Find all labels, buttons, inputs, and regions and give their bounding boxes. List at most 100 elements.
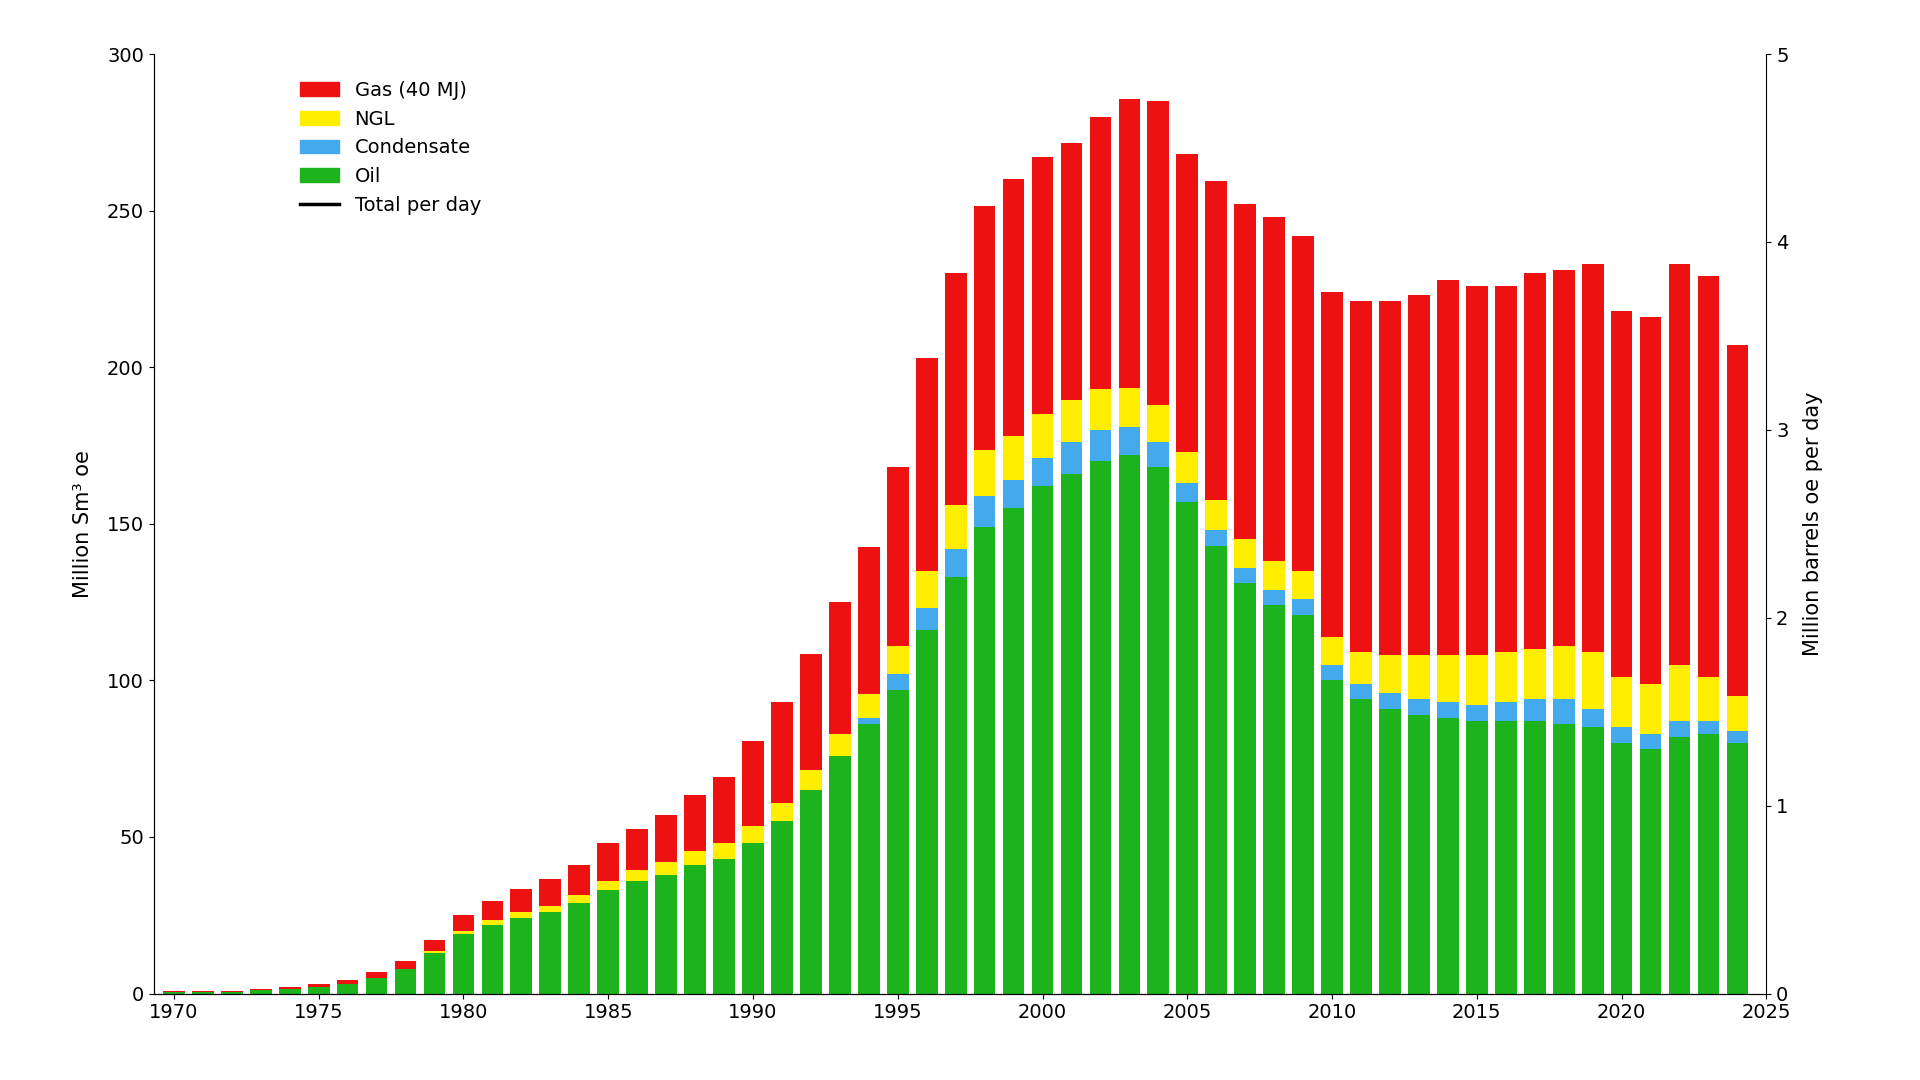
- Bar: [1263, 562, 1284, 590]
- Bar: [829, 603, 851, 733]
- Bar: [829, 733, 851, 756]
- Bar: [1668, 664, 1690, 721]
- Bar: [482, 924, 503, 994]
- Bar: [1553, 725, 1574, 994]
- Bar: [1524, 699, 1546, 721]
- Bar: [453, 916, 474, 931]
- Bar: [743, 843, 764, 994]
- Bar: [945, 273, 966, 505]
- Bar: [1177, 502, 1198, 994]
- Bar: [1031, 158, 1054, 414]
- Bar: [772, 821, 793, 994]
- Bar: [1524, 649, 1546, 699]
- Bar: [250, 990, 271, 994]
- Bar: [712, 778, 735, 843]
- Y-axis label: Million Sm³ oe: Million Sm³ oe: [73, 450, 92, 597]
- Bar: [1697, 276, 1718, 677]
- Bar: [511, 918, 532, 994]
- Bar: [1379, 693, 1402, 708]
- Bar: [743, 826, 764, 843]
- Bar: [1407, 295, 1430, 656]
- Bar: [1235, 540, 1256, 568]
- Bar: [1436, 702, 1459, 718]
- Bar: [916, 608, 937, 631]
- Bar: [1263, 590, 1284, 605]
- Bar: [540, 913, 561, 994]
- Bar: [365, 972, 388, 978]
- Bar: [1002, 179, 1025, 436]
- Bar: [1060, 474, 1083, 994]
- Bar: [250, 989, 271, 990]
- Bar: [1177, 483, 1198, 502]
- Bar: [1436, 280, 1459, 656]
- Bar: [568, 865, 589, 895]
- Bar: [221, 993, 242, 994]
- Bar: [365, 978, 388, 994]
- Bar: [1321, 292, 1342, 636]
- Bar: [1350, 652, 1373, 684]
- Bar: [597, 890, 618, 994]
- Bar: [1089, 461, 1112, 994]
- Bar: [858, 725, 879, 994]
- Bar: [1697, 721, 1718, 733]
- Bar: [801, 770, 822, 791]
- Bar: [568, 895, 589, 903]
- Bar: [887, 690, 908, 994]
- Bar: [424, 951, 445, 953]
- Bar: [1060, 400, 1083, 443]
- Bar: [1726, 743, 1749, 994]
- Bar: [1148, 102, 1169, 405]
- Bar: [1379, 656, 1402, 693]
- Bar: [916, 631, 937, 994]
- Bar: [1177, 451, 1198, 483]
- Bar: [1031, 486, 1054, 994]
- Bar: [1206, 500, 1227, 530]
- Bar: [626, 881, 649, 994]
- Bar: [1582, 652, 1603, 708]
- Bar: [684, 851, 707, 865]
- Bar: [1467, 721, 1488, 994]
- Bar: [1496, 652, 1517, 702]
- Bar: [1467, 656, 1488, 705]
- Bar: [858, 694, 879, 718]
- Bar: [1467, 286, 1488, 656]
- Bar: [1089, 430, 1112, 461]
- Bar: [1582, 728, 1603, 994]
- Bar: [1350, 684, 1373, 699]
- Bar: [1292, 615, 1313, 994]
- Bar: [712, 843, 735, 859]
- Bar: [163, 993, 184, 994]
- Bar: [1089, 389, 1112, 430]
- Y-axis label: Million barrels oe per day: Million barrels oe per day: [1803, 392, 1822, 656]
- Bar: [1668, 737, 1690, 994]
- Bar: [1350, 301, 1373, 652]
- Bar: [453, 931, 474, 934]
- Bar: [1640, 684, 1661, 733]
- Bar: [1235, 204, 1256, 540]
- Bar: [1148, 405, 1169, 443]
- Bar: [973, 527, 995, 994]
- Bar: [858, 548, 879, 694]
- Bar: [1668, 721, 1690, 737]
- Bar: [655, 875, 678, 994]
- Bar: [1089, 117, 1112, 389]
- Bar: [1177, 154, 1198, 451]
- Bar: [1553, 699, 1574, 725]
- Bar: [278, 987, 301, 989]
- Bar: [336, 984, 359, 994]
- Bar: [568, 903, 589, 994]
- Bar: [1379, 301, 1402, 656]
- Bar: [858, 718, 879, 725]
- Bar: [1321, 680, 1342, 994]
- Bar: [1436, 718, 1459, 994]
- Bar: [916, 357, 937, 570]
- Bar: [336, 980, 359, 984]
- Bar: [192, 993, 213, 994]
- Bar: [1060, 443, 1083, 474]
- Bar: [712, 859, 735, 994]
- Bar: [597, 881, 618, 890]
- Bar: [1206, 180, 1227, 500]
- Bar: [1611, 311, 1632, 677]
- Bar: [1031, 458, 1054, 486]
- Bar: [453, 934, 474, 994]
